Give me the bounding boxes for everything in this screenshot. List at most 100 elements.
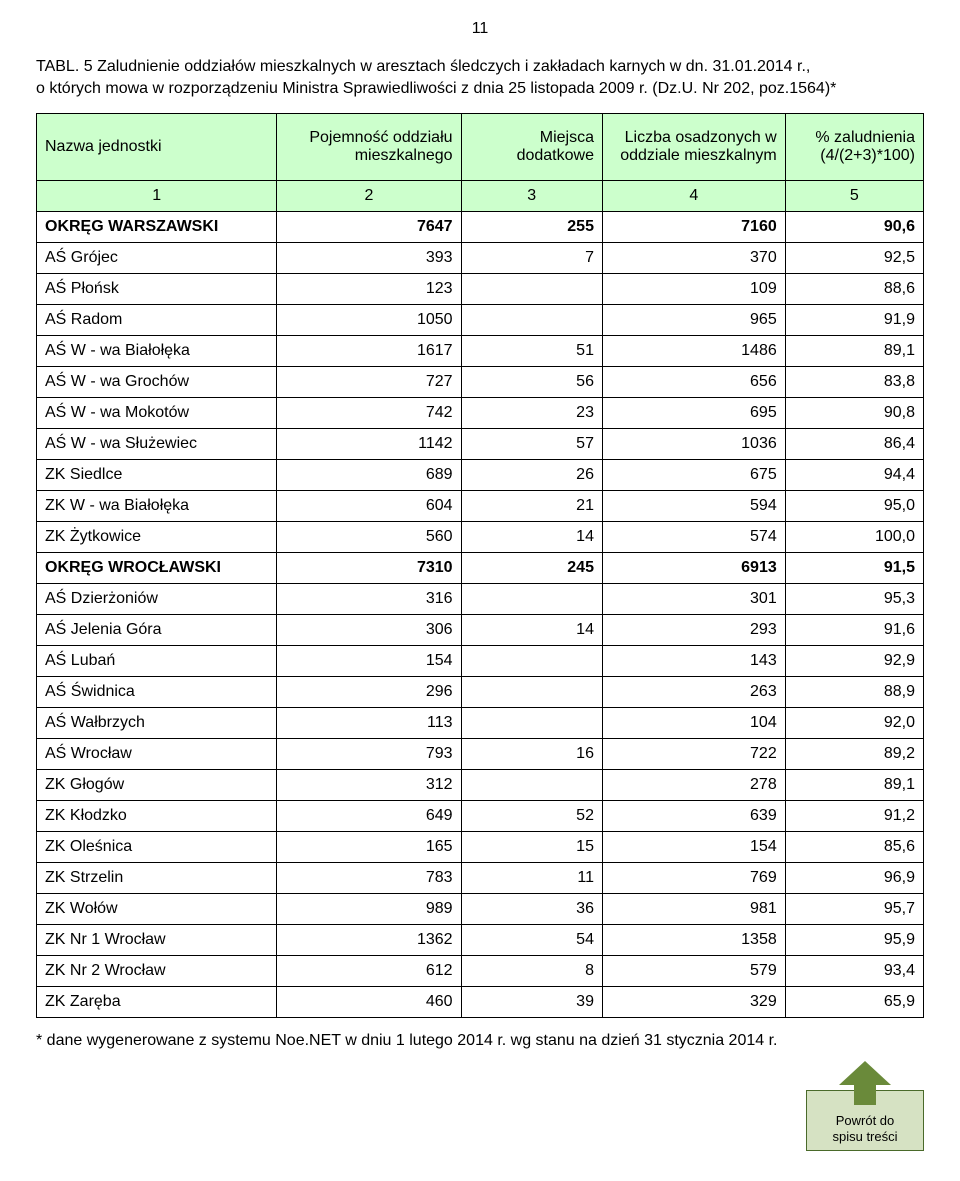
cell-occupancy: 7160 (602, 212, 785, 243)
colnum-3: 3 (461, 181, 602, 212)
cell-name: ZK Żytkowice (37, 522, 277, 553)
cell-occupancy: 293 (602, 615, 785, 646)
cell-capacity: 783 (277, 863, 461, 894)
table-row: AŚ W - wa Białołęka161751148689,1 (37, 336, 924, 367)
table-row: AŚ Płońsk12310988,6 (37, 274, 924, 305)
cell-name: ZK Kłodzko (37, 801, 277, 832)
up-arrow-icon (839, 1061, 891, 1085)
cell-percent: 92,9 (785, 646, 923, 677)
table-row: OKRĘG WROCŁAWSKI7310245691391,5 (37, 553, 924, 584)
cell-extra: 52 (461, 801, 602, 832)
cell-name: ZK W - wa Białołęka (37, 491, 277, 522)
cell-name: ZK Zaręba (37, 987, 277, 1018)
cell-name: ZK Strzelin (37, 863, 277, 894)
colnum-2: 2 (277, 181, 461, 212)
cell-percent: 95,0 (785, 491, 923, 522)
cell-capacity: 312 (277, 770, 461, 801)
cell-name: AŚ Jelenia Góra (37, 615, 277, 646)
table-row: ZK Wołów9893698195,7 (37, 894, 924, 925)
title-line-1: TABL. 5 Zaludnienie oddziałów mieszkalny… (36, 58, 810, 75)
cell-occupancy: 574 (602, 522, 785, 553)
cell-capacity: 1142 (277, 429, 461, 460)
table-row: ZK Głogów31227889,1 (37, 770, 924, 801)
cell-capacity: 296 (277, 677, 461, 708)
back-to-toc-button[interactable]: Powrót do spisu treści (806, 1090, 924, 1151)
cell-occupancy: 769 (602, 863, 785, 894)
cell-occupancy: 329 (602, 987, 785, 1018)
cell-extra: 8 (461, 956, 602, 987)
back-label-line2: spisu treści (832, 1129, 897, 1144)
cell-occupancy: 109 (602, 274, 785, 305)
page-number: 11 (36, 20, 924, 38)
cell-occupancy: 1358 (602, 925, 785, 956)
cell-extra: 16 (461, 739, 602, 770)
cell-name: ZK Wołów (37, 894, 277, 925)
cell-percent: 83,8 (785, 367, 923, 398)
table-row: AŚ W - wa Służewiec114257103686,4 (37, 429, 924, 460)
cell-name: AŚ Płońsk (37, 274, 277, 305)
cell-percent: 85,6 (785, 832, 923, 863)
table-row: AŚ W - wa Mokotów7422369590,8 (37, 398, 924, 429)
header-capacity: Pojemność oddziału mieszkalnego (277, 114, 461, 181)
cell-extra (461, 708, 602, 739)
cell-capacity: 560 (277, 522, 461, 553)
cell-capacity: 393 (277, 243, 461, 274)
table-row: AŚ Lubań15414392,9 (37, 646, 924, 677)
table-row: OKRĘG WARSZAWSKI7647255716090,6 (37, 212, 924, 243)
population-table: Nazwa jednostki Pojemność oddziału miesz… (36, 113, 924, 1018)
cell-percent: 89,2 (785, 739, 923, 770)
cell-capacity: 1050 (277, 305, 461, 336)
cell-extra (461, 305, 602, 336)
header-occupancy: Liczba osadzonych w oddziale mieszkalnym (602, 114, 785, 181)
cell-name: AŚ Dzierżoniów (37, 584, 277, 615)
table-row: AŚ Wrocław7931672289,2 (37, 739, 924, 770)
cell-extra: 23 (461, 398, 602, 429)
cell-capacity: 316 (277, 584, 461, 615)
cell-extra: 245 (461, 553, 602, 584)
colnum-1: 1 (37, 181, 277, 212)
table-row: AŚ W - wa Grochów7275665683,8 (37, 367, 924, 398)
cell-occupancy: 722 (602, 739, 785, 770)
cell-percent: 91,9 (785, 305, 923, 336)
cell-percent: 92,0 (785, 708, 923, 739)
cell-name: ZK Nr 2 Wrocław (37, 956, 277, 987)
cell-occupancy: 154 (602, 832, 785, 863)
cell-percent: 93,4 (785, 956, 923, 987)
cell-percent: 88,6 (785, 274, 923, 305)
cell-name: AŚ Radom (37, 305, 277, 336)
cell-capacity: 165 (277, 832, 461, 863)
cell-extra (461, 646, 602, 677)
cell-capacity: 604 (277, 491, 461, 522)
table-row: ZK Oleśnica1651515485,6 (37, 832, 924, 863)
cell-percent: 95,3 (785, 584, 923, 615)
table-row: ZK Nr 1 Wrocław136254135895,9 (37, 925, 924, 956)
cell-percent: 91,2 (785, 801, 923, 832)
cell-extra: 21 (461, 491, 602, 522)
cell-occupancy: 301 (602, 584, 785, 615)
table-row: AŚ Dzierżoniów316 30195,3 (37, 584, 924, 615)
cell-percent: 96,9 (785, 863, 923, 894)
cell-capacity: 7647 (277, 212, 461, 243)
header-unit-name: Nazwa jednostki (37, 114, 277, 181)
cell-occupancy: 579 (602, 956, 785, 987)
cell-percent: 90,8 (785, 398, 923, 429)
cell-occupancy: 370 (602, 243, 785, 274)
cell-name: AŚ Wałbrzych (37, 708, 277, 739)
cell-extra: 36 (461, 894, 602, 925)
cell-percent: 95,9 (785, 925, 923, 956)
table-row: ZK W - wa Białołęka6042159495,0 (37, 491, 924, 522)
cell-name: OKRĘG WROCŁAWSKI (37, 553, 277, 584)
cell-occupancy: 639 (602, 801, 785, 832)
table-row: AŚ Radom105096591,9 (37, 305, 924, 336)
cell-percent: 91,5 (785, 553, 923, 584)
cell-capacity: 1362 (277, 925, 461, 956)
cell-capacity: 989 (277, 894, 461, 925)
cell-occupancy: 6913 (602, 553, 785, 584)
cell-name: ZK Głogów (37, 770, 277, 801)
table-row: AŚ Wałbrzych11310492,0 (37, 708, 924, 739)
cell-name: ZK Siedlce (37, 460, 277, 491)
cell-percent: 91,6 (785, 615, 923, 646)
table-row: ZK Siedlce6892667594,4 (37, 460, 924, 491)
cell-capacity: 7310 (277, 553, 461, 584)
cell-extra (461, 677, 602, 708)
